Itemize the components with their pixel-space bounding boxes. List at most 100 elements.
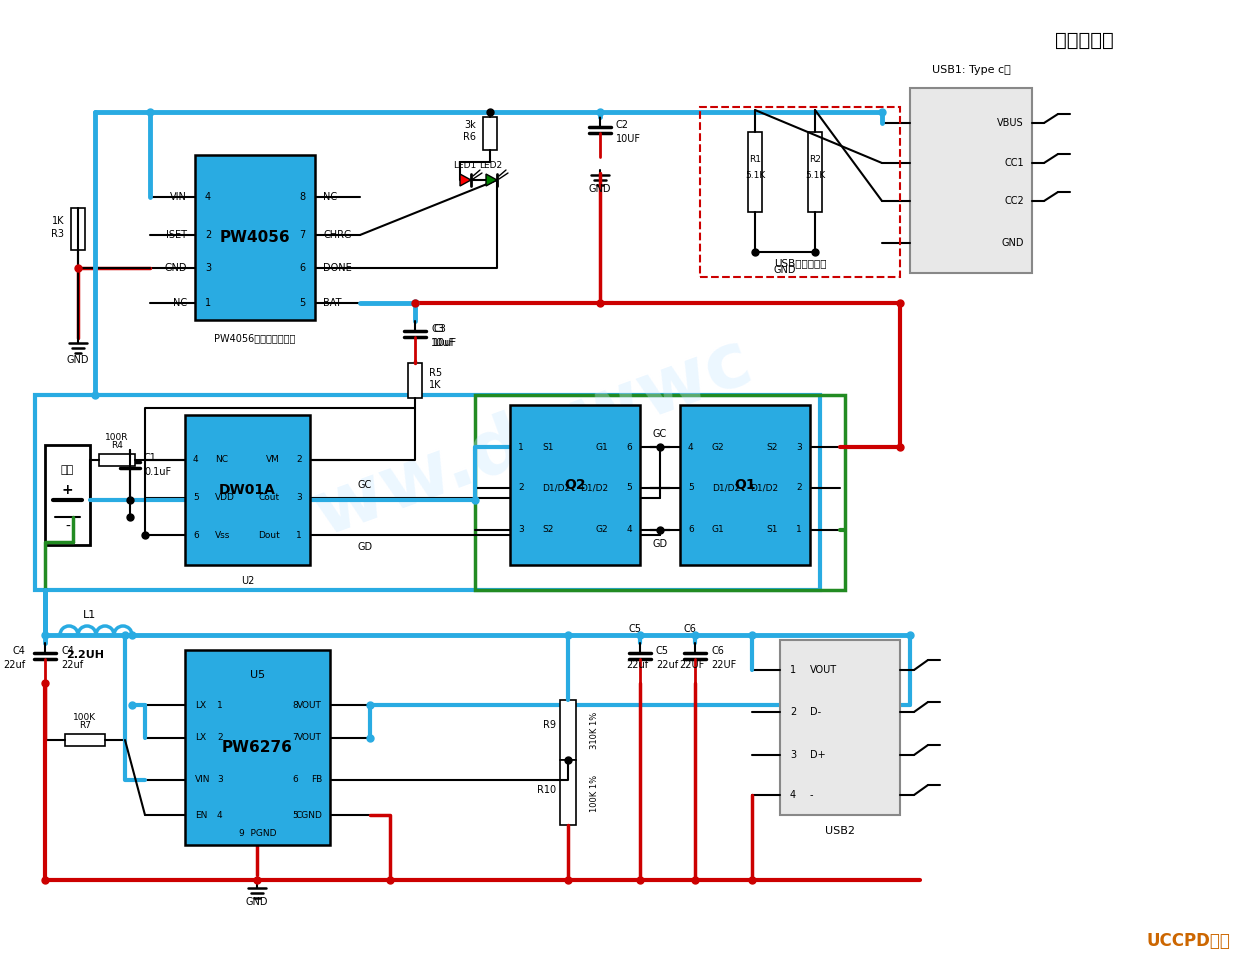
Text: 310K 1%: 310K 1% <box>590 711 599 749</box>
Text: 6: 6 <box>298 263 305 273</box>
Text: 7: 7 <box>298 230 305 240</box>
Text: +: + <box>61 483 74 497</box>
Text: GND: GND <box>774 265 796 275</box>
Text: 10uF: 10uF <box>431 338 456 348</box>
Text: 3k: 3k <box>464 120 475 130</box>
Text: VIN: VIN <box>170 192 187 202</box>
Text: 100R: 100R <box>105 433 129 443</box>
Text: C4: C4 <box>61 646 74 656</box>
Text: C6: C6 <box>684 624 696 634</box>
Text: VIN: VIN <box>195 776 211 785</box>
Text: 1: 1 <box>518 443 524 452</box>
Polygon shape <box>461 174 470 186</box>
Text: PW6276: PW6276 <box>222 740 293 755</box>
Text: VDD: VDD <box>215 493 235 503</box>
Text: GND: GND <box>1001 238 1025 248</box>
Text: C2: C2 <box>617 120 629 130</box>
Text: 1: 1 <box>205 298 211 308</box>
Text: 22UF: 22UF <box>711 660 736 670</box>
Bar <box>560 760 577 825</box>
Text: 1: 1 <box>796 526 802 535</box>
Text: 4: 4 <box>205 192 211 202</box>
Bar <box>195 155 314 320</box>
Bar <box>910 88 1032 273</box>
Text: 22uf: 22uf <box>656 660 678 670</box>
Text: 5.1K: 5.1K <box>805 172 825 180</box>
Text: 3: 3 <box>796 443 802 452</box>
Bar <box>99 454 135 466</box>
Text: D+: D+ <box>810 750 826 760</box>
Text: 3: 3 <box>296 493 302 503</box>
Text: FB: FB <box>311 776 322 785</box>
Text: LED1: LED1 <box>453 161 477 171</box>
Text: 0.1uF: 0.1uF <box>144 467 171 477</box>
Text: 3: 3 <box>205 263 211 273</box>
Text: 1K: 1K <box>429 380 442 390</box>
Text: 5: 5 <box>193 493 198 503</box>
Text: 2: 2 <box>205 230 211 240</box>
Text: C5: C5 <box>629 624 641 634</box>
Text: 2: 2 <box>796 483 802 492</box>
Text: R7: R7 <box>79 722 91 731</box>
Bar <box>408 363 422 398</box>
Polygon shape <box>485 174 497 186</box>
Text: LX: LX <box>195 733 206 742</box>
Text: 8: 8 <box>298 192 305 202</box>
Text: GND: GND <box>246 897 268 907</box>
Text: D1/D2: D1/D2 <box>542 483 570 492</box>
Text: VBUS: VBUS <box>997 118 1025 128</box>
Text: LED2: LED2 <box>479 161 503 171</box>
Bar <box>185 415 310 565</box>
Text: 附原理图：: 附原理图： <box>1055 31 1113 49</box>
Text: GD: GD <box>653 539 668 549</box>
Text: R5: R5 <box>429 368 442 378</box>
Text: 3: 3 <box>518 526 524 535</box>
Text: NC: NC <box>323 192 337 202</box>
Text: 6: 6 <box>292 776 298 785</box>
Bar <box>780 640 900 815</box>
Text: www.duwwc: www.duwwc <box>238 324 763 575</box>
Text: GC: GC <box>358 480 372 490</box>
Bar <box>700 107 900 277</box>
Text: 6: 6 <box>626 443 631 452</box>
Text: USB口通讯电阻: USB口通讯电阻 <box>774 258 826 268</box>
Text: 2: 2 <box>518 483 524 492</box>
Text: C6: C6 <box>711 646 724 656</box>
Text: 2: 2 <box>296 455 302 464</box>
Text: S2: S2 <box>766 443 778 452</box>
Text: C3: C3 <box>431 324 444 334</box>
Text: 3: 3 <box>790 750 796 760</box>
Text: U2: U2 <box>241 576 255 586</box>
Text: DONE: DONE <box>323 263 352 273</box>
Text: S1: S1 <box>542 443 554 452</box>
Text: GC: GC <box>653 429 668 439</box>
Text: USB1: Type c口: USB1: Type c口 <box>931 65 1011 75</box>
Text: UCCPD论坛: UCCPD论坛 <box>1146 932 1231 950</box>
Text: -: - <box>810 790 814 800</box>
Text: Vss: Vss <box>215 531 231 539</box>
Bar <box>35 395 820 590</box>
Text: S2: S2 <box>542 526 553 535</box>
Text: G1: G1 <box>713 526 725 535</box>
Text: 4: 4 <box>626 526 631 535</box>
Text: DW01A: DW01A <box>220 483 276 497</box>
Text: 3: 3 <box>217 776 222 785</box>
Text: D1/D2: D1/D2 <box>580 483 608 492</box>
Text: PW4056: PW4056 <box>220 230 291 245</box>
Text: Dout: Dout <box>258 531 280 539</box>
Text: 5: 5 <box>688 483 694 492</box>
Text: 5: 5 <box>626 483 631 492</box>
Text: 7: 7 <box>292 733 298 742</box>
Text: D1/D2: D1/D2 <box>713 483 740 492</box>
Text: CC1: CC1 <box>1005 158 1025 168</box>
Bar <box>65 734 105 746</box>
Text: CGND: CGND <box>295 811 322 819</box>
Text: Q2: Q2 <box>564 478 585 492</box>
Text: C3: C3 <box>433 324 446 334</box>
Text: C4: C4 <box>12 646 25 656</box>
Text: R1: R1 <box>749 155 761 164</box>
Text: GND: GND <box>589 184 612 194</box>
Text: EN: EN <box>195 811 207 819</box>
Text: D1/D2: D1/D2 <box>750 483 778 492</box>
Text: R6: R6 <box>463 132 475 142</box>
